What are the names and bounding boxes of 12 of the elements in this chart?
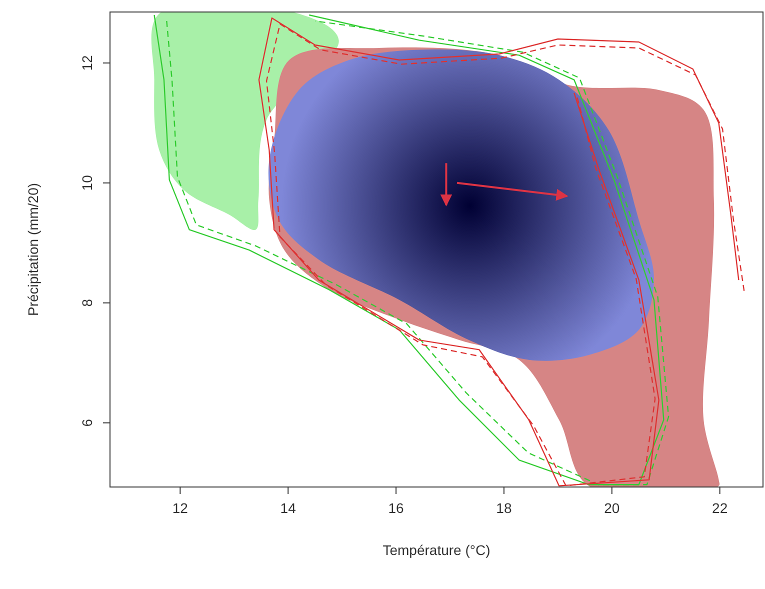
x-axis-title: Température (°C) <box>382 542 490 558</box>
x-tick-label: 14 <box>280 500 296 516</box>
y-axis-title: Précipitation (mm/20) <box>25 182 41 316</box>
y-tick-label: 12 <box>79 54 95 71</box>
x-tick-label: 20 <box>604 500 620 516</box>
x-tick-label: 22 <box>712 500 728 516</box>
y-tick-label: 8 <box>79 298 95 307</box>
x-tick-label: 12 <box>172 500 188 516</box>
x-tick-label: 16 <box>388 500 404 516</box>
x-tick-label: 18 <box>496 500 512 516</box>
y-tick-label: 6 <box>79 418 95 427</box>
y-tick-label: 10 <box>79 174 95 191</box>
